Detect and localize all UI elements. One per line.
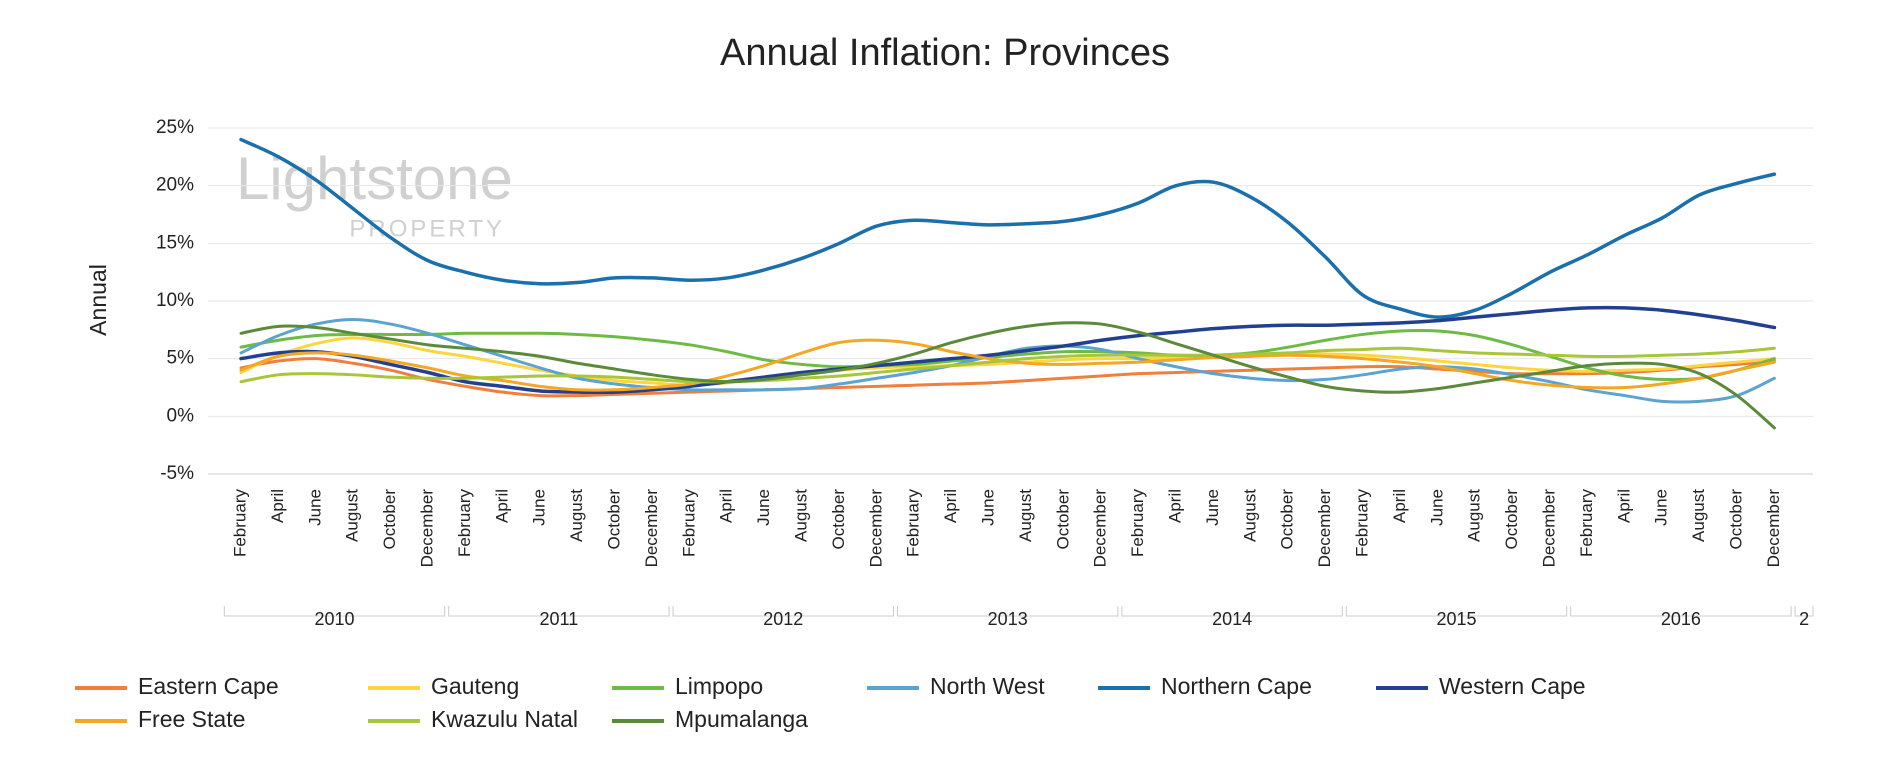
x-tick-label: August bbox=[1240, 489, 1259, 542]
x-tick-label: October bbox=[1502, 489, 1521, 550]
y-tick-label: 10% bbox=[156, 290, 194, 311]
y-tick-label: -5% bbox=[160, 463, 194, 484]
x-tick-label: October bbox=[829, 489, 848, 550]
legend-label: Eastern Cape bbox=[138, 673, 279, 699]
series-line bbox=[239, 357, 1776, 398]
legend-label: Northern Cape bbox=[1161, 673, 1312, 699]
series-line bbox=[239, 321, 1776, 430]
x-tick-label: April bbox=[941, 489, 960, 523]
x-tick-label: April bbox=[1614, 489, 1633, 523]
y-axis-label: Annual bbox=[85, 264, 111, 336]
year-bracket bbox=[223, 606, 446, 617]
x-tick-label: August bbox=[343, 489, 362, 542]
year-bracket bbox=[448, 606, 670, 617]
legend-label: Kwazulu Natal bbox=[431, 706, 578, 732]
x-tick-label: October bbox=[1053, 489, 1072, 550]
year-bracket bbox=[1345, 606, 1568, 617]
year-label: 2010 bbox=[314, 609, 354, 629]
y-tick-label: 0% bbox=[167, 405, 195, 426]
x-tick-label: February bbox=[679, 489, 698, 558]
x-tick-label: June bbox=[305, 489, 324, 526]
x-tick-label: April bbox=[492, 489, 511, 523]
legend-label: Western Cape bbox=[1439, 673, 1586, 699]
x-tick-label: August bbox=[1689, 489, 1708, 542]
x-tick-label: December bbox=[1091, 489, 1110, 568]
x-tick-label: April bbox=[1165, 489, 1184, 523]
year-label: 2011 bbox=[540, 609, 579, 629]
x-tick-label: February bbox=[455, 489, 474, 558]
year-bracket bbox=[1570, 606, 1792, 617]
x-tick-label: December bbox=[417, 489, 436, 568]
x-tick-label: June bbox=[1427, 489, 1446, 526]
x-tick-label: April bbox=[1390, 489, 1409, 523]
year-label: 2013 bbox=[988, 609, 1028, 629]
x-tick-label: October bbox=[380, 489, 399, 550]
x-tick-label: June bbox=[530, 489, 549, 526]
series-line bbox=[239, 346, 1776, 384]
x-tick-label: August bbox=[1465, 489, 1484, 542]
x-tick-label: February bbox=[1352, 489, 1371, 558]
series-line bbox=[239, 305, 1777, 395]
year-bracket bbox=[1794, 606, 1814, 617]
legend-label: Gauteng bbox=[431, 673, 519, 699]
x-tick-label: August bbox=[791, 489, 810, 542]
x-tick-label: February bbox=[230, 489, 249, 558]
legend-label: North West bbox=[930, 673, 1045, 699]
year-label: 2 bbox=[1799, 609, 1809, 629]
x-tick-label: October bbox=[1278, 489, 1297, 550]
x-tick-label: April bbox=[717, 489, 736, 523]
year-bracket bbox=[1121, 606, 1343, 617]
year-bracket bbox=[897, 606, 1119, 617]
series-line bbox=[239, 137, 1777, 319]
x-tick-label: December bbox=[642, 489, 661, 568]
watermark: Lightstone bbox=[236, 145, 513, 212]
x-tick-label: June bbox=[1203, 489, 1222, 526]
year-label: 2012 bbox=[763, 609, 803, 629]
year-label: 2015 bbox=[1436, 609, 1476, 629]
legend-label: Free State bbox=[138, 706, 245, 732]
y-tick-label: 15% bbox=[156, 232, 194, 253]
x-tick-label: June bbox=[978, 489, 997, 526]
year-bracket bbox=[672, 606, 894, 617]
x-tick-label: August bbox=[567, 489, 586, 542]
x-tick-label: February bbox=[1577, 489, 1596, 558]
series-line bbox=[239, 328, 1776, 382]
x-tick-label: February bbox=[1128, 489, 1147, 558]
x-tick-label: December bbox=[866, 489, 885, 568]
x-tick-label: June bbox=[754, 489, 773, 526]
x-tick-label: April bbox=[268, 489, 287, 523]
y-tick-label: 20% bbox=[156, 175, 194, 196]
legend-label: Limpopo bbox=[675, 673, 763, 699]
watermark: PROPERTY bbox=[349, 215, 505, 242]
x-tick-label: December bbox=[1539, 489, 1558, 568]
x-tick-label: October bbox=[604, 489, 623, 550]
year-label: 2014 bbox=[1212, 609, 1252, 629]
x-tick-label: August bbox=[1016, 489, 1035, 542]
chart-title: Annual Inflation: Provinces bbox=[720, 32, 1170, 74]
x-tick-label: February bbox=[904, 489, 923, 558]
x-tick-label: June bbox=[1652, 489, 1671, 526]
y-tick-label: 5% bbox=[167, 348, 195, 369]
x-tick-label: December bbox=[1764, 489, 1783, 568]
series-line bbox=[239, 336, 1776, 387]
year-label: 2016 bbox=[1661, 609, 1701, 629]
x-tick-label: December bbox=[1315, 489, 1334, 568]
legend-label: Mpumalanga bbox=[675, 706, 808, 732]
y-tick-label: 25% bbox=[156, 117, 194, 138]
x-tick-label: October bbox=[1726, 489, 1745, 550]
